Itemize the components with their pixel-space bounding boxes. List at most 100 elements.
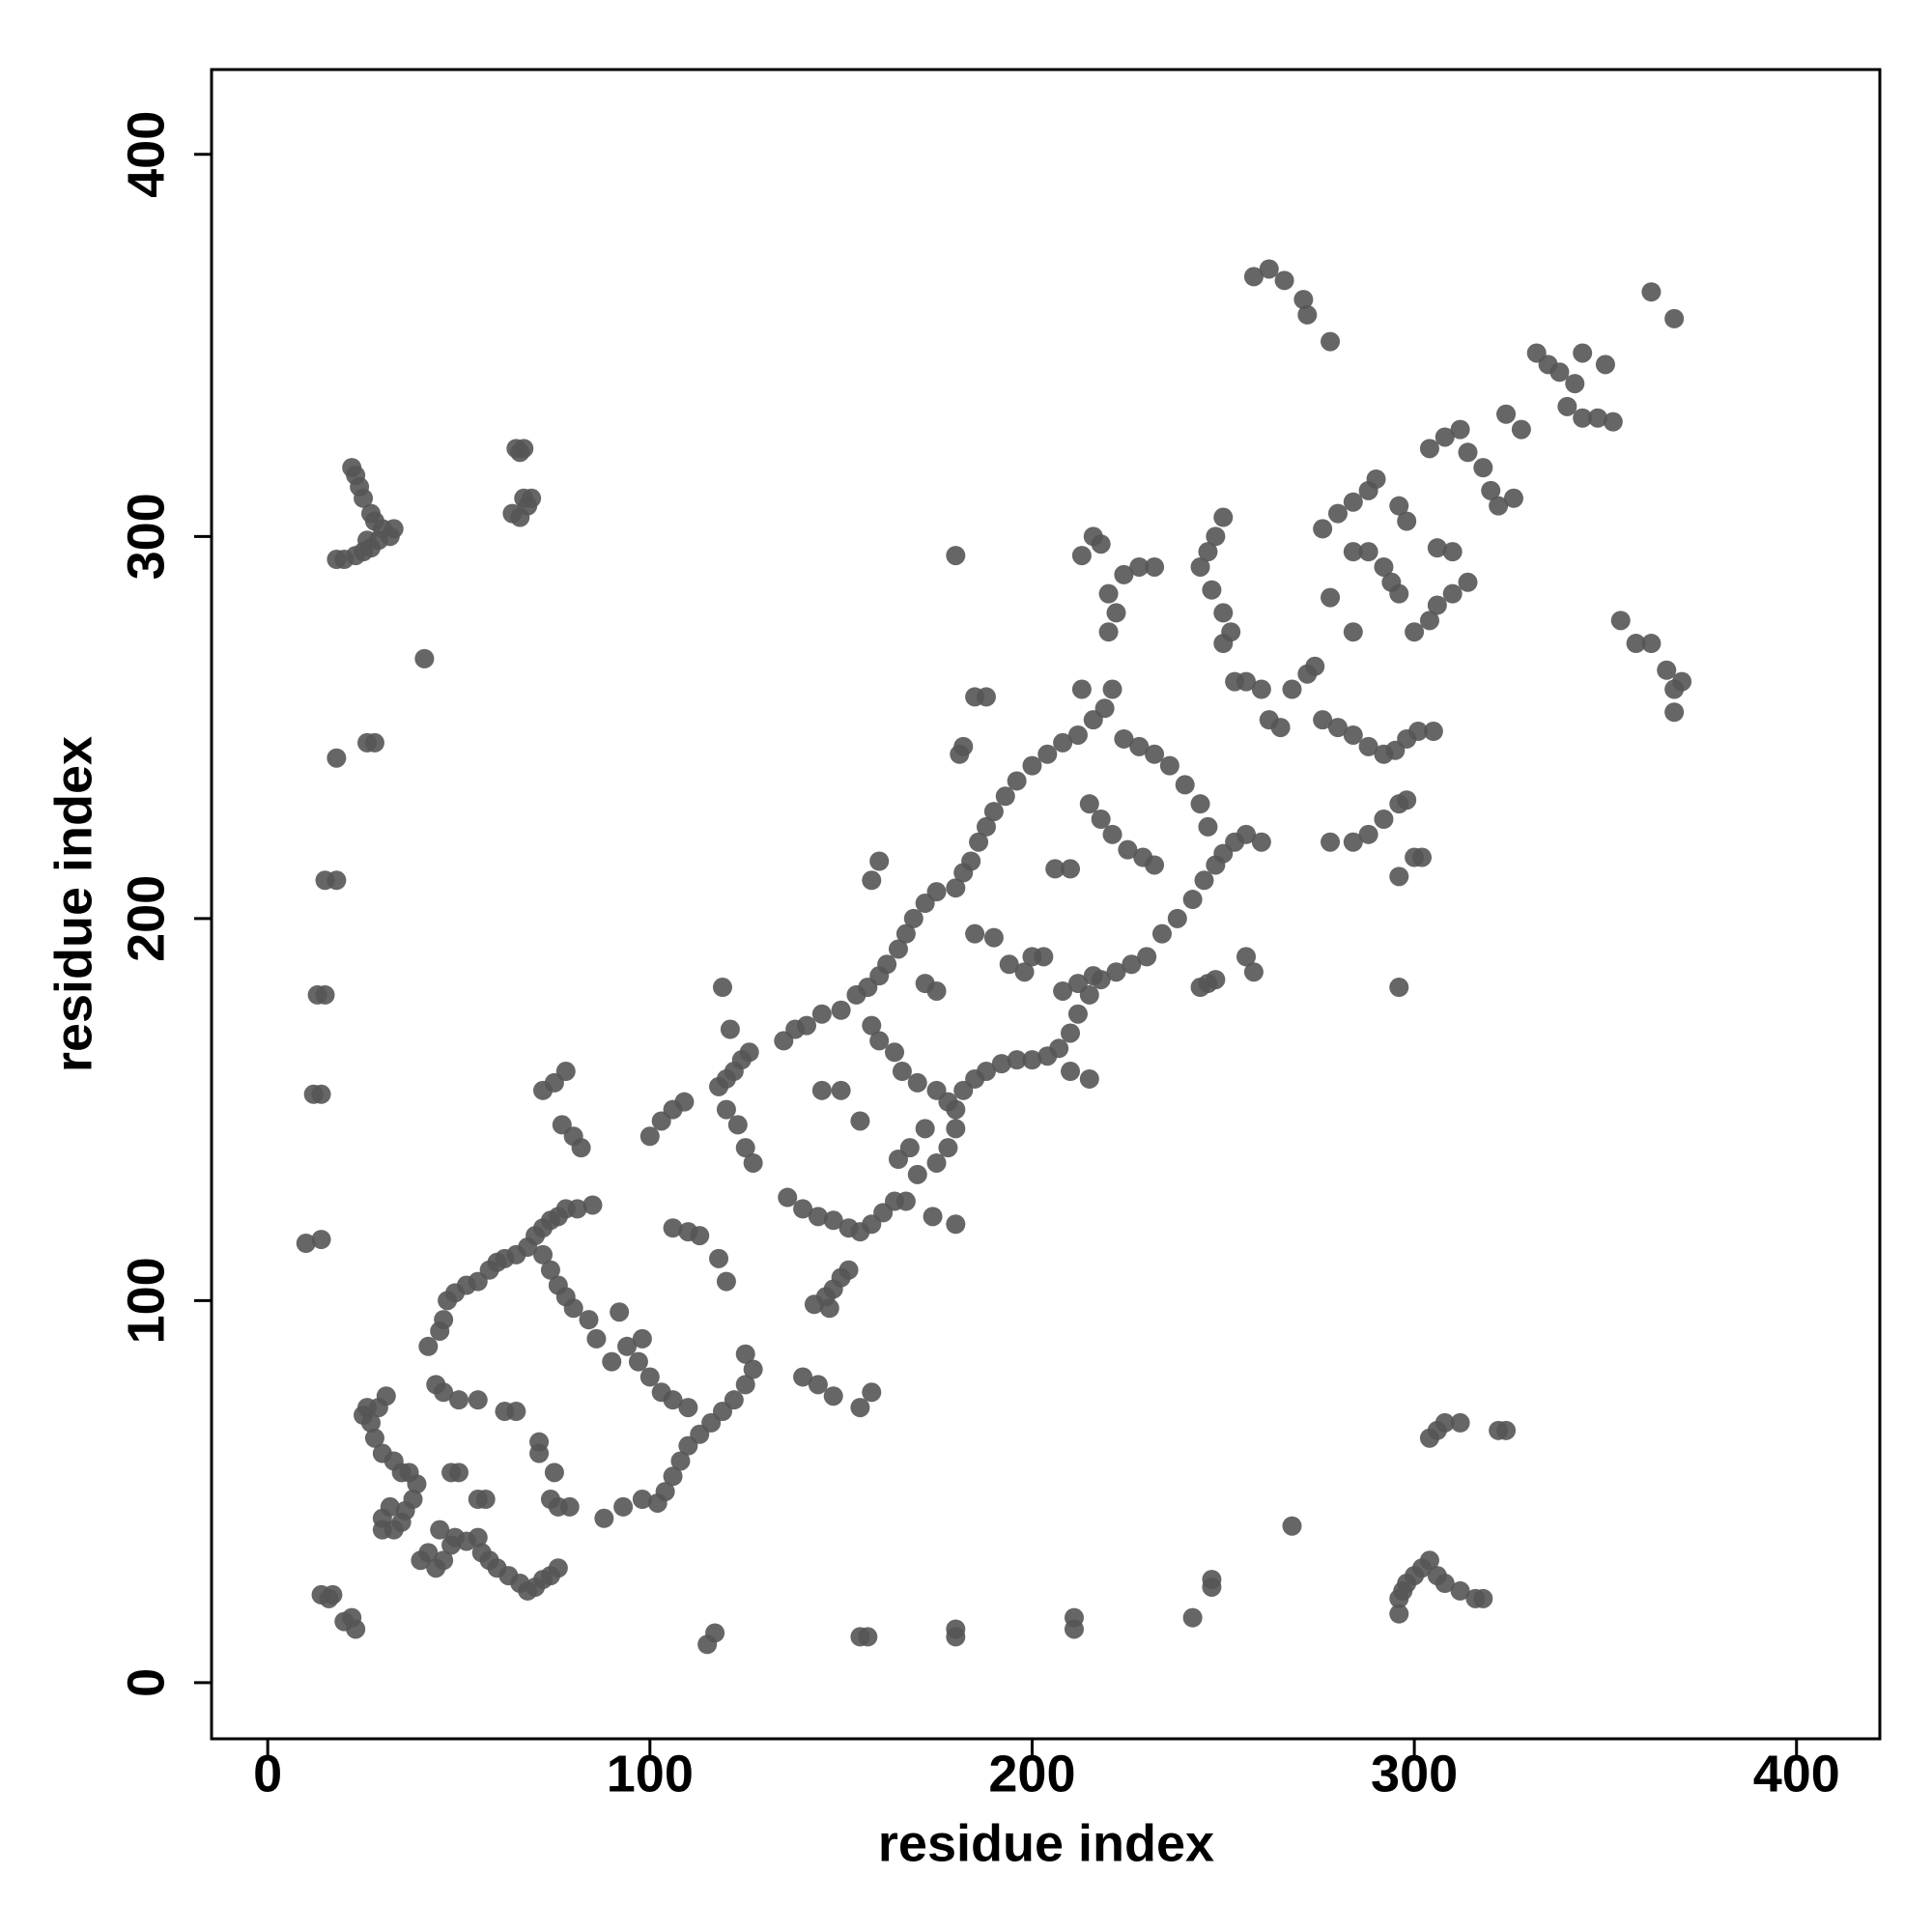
point bbox=[850, 1398, 870, 1418]
point bbox=[475, 1490, 496, 1510]
point bbox=[1358, 824, 1378, 844]
point bbox=[1473, 458, 1493, 478]
point bbox=[391, 1512, 412, 1532]
point bbox=[923, 1207, 943, 1227]
point bbox=[907, 1164, 927, 1184]
point bbox=[1327, 503, 1348, 524]
point bbox=[1293, 290, 1314, 310]
point bbox=[1159, 755, 1179, 776]
point bbox=[594, 1508, 614, 1528]
point bbox=[544, 1463, 564, 1483]
point bbox=[1034, 947, 1054, 967]
point bbox=[1037, 744, 1058, 764]
point bbox=[869, 851, 890, 871]
point bbox=[858, 1627, 878, 1647]
point bbox=[1118, 839, 1138, 860]
point bbox=[819, 1298, 839, 1319]
point bbox=[1588, 408, 1608, 428]
point bbox=[1213, 634, 1234, 654]
point bbox=[1573, 343, 1593, 363]
point bbox=[995, 786, 1015, 807]
point bbox=[327, 748, 347, 768]
point bbox=[712, 978, 732, 998]
point bbox=[1114, 728, 1134, 749]
point bbox=[1206, 970, 1226, 990]
point bbox=[311, 1230, 331, 1250]
point bbox=[1259, 259, 1279, 279]
point bbox=[506, 1402, 526, 1422]
point bbox=[862, 1382, 882, 1403]
point bbox=[1358, 542, 1378, 562]
point bbox=[1657, 660, 1677, 680]
point bbox=[808, 1207, 828, 1227]
point bbox=[414, 648, 435, 668]
point bbox=[579, 1310, 599, 1330]
point bbox=[697, 1634, 718, 1655]
point bbox=[743, 1359, 763, 1379]
point bbox=[1202, 580, 1222, 600]
point bbox=[991, 1054, 1011, 1074]
point bbox=[571, 1138, 591, 1158]
point bbox=[1282, 1516, 1302, 1536]
point bbox=[342, 1607, 362, 1628]
point bbox=[1022, 755, 1042, 776]
point bbox=[888, 939, 908, 959]
point bbox=[1405, 622, 1425, 642]
point bbox=[877, 954, 897, 975]
point bbox=[418, 1336, 439, 1356]
point bbox=[735, 1375, 755, 1395]
point bbox=[1626, 634, 1646, 654]
point bbox=[1473, 1588, 1493, 1608]
point bbox=[811, 1004, 832, 1024]
point bbox=[1098, 622, 1119, 642]
point bbox=[1213, 603, 1234, 623]
point bbox=[1442, 542, 1463, 562]
point bbox=[831, 1000, 851, 1020]
x-axis-title: residue index bbox=[878, 1814, 1214, 1872]
point bbox=[1007, 771, 1027, 791]
point bbox=[434, 1382, 454, 1403]
point bbox=[1313, 519, 1333, 539]
point bbox=[1282, 679, 1302, 699]
point bbox=[1190, 978, 1210, 998]
point bbox=[674, 1092, 695, 1112]
point bbox=[915, 1119, 935, 1139]
point bbox=[1194, 870, 1214, 891]
point bbox=[315, 984, 335, 1005]
point bbox=[448, 1463, 469, 1483]
point bbox=[1182, 890, 1203, 910]
point bbox=[1198, 542, 1218, 562]
point bbox=[610, 1302, 630, 1322]
point bbox=[1419, 611, 1439, 631]
point bbox=[1419, 1550, 1439, 1571]
point bbox=[946, 1119, 966, 1139]
point bbox=[327, 870, 347, 891]
point bbox=[965, 923, 985, 944]
point bbox=[1389, 583, 1409, 604]
point bbox=[1236, 947, 1257, 967]
point bbox=[946, 546, 966, 566]
point bbox=[1374, 556, 1394, 577]
point bbox=[1243, 267, 1264, 287]
point bbox=[364, 1428, 384, 1448]
point bbox=[1603, 412, 1623, 432]
x-tick-label: 300 bbox=[1371, 1745, 1458, 1803]
point bbox=[639, 1126, 660, 1147]
point bbox=[1014, 962, 1035, 982]
point bbox=[999, 954, 1019, 975]
point bbox=[1091, 534, 1111, 554]
point bbox=[1450, 419, 1470, 440]
point bbox=[319, 1588, 339, 1608]
point bbox=[1270, 718, 1291, 738]
point bbox=[778, 1187, 798, 1208]
point bbox=[976, 1062, 996, 1082]
point bbox=[1190, 794, 1210, 814]
point bbox=[903, 908, 923, 928]
point bbox=[1412, 847, 1433, 867]
point bbox=[1450, 1580, 1470, 1601]
point bbox=[1408, 722, 1429, 742]
point bbox=[888, 1150, 908, 1170]
point bbox=[434, 1310, 454, 1330]
point bbox=[823, 1210, 843, 1231]
point bbox=[1423, 722, 1443, 742]
